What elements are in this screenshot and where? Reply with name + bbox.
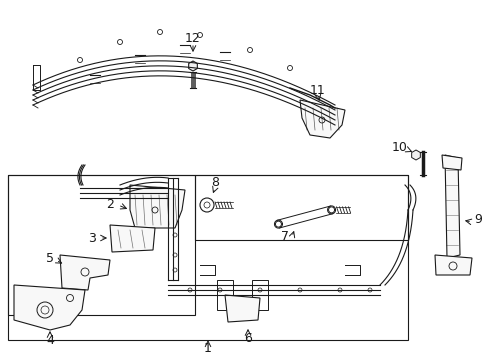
Polygon shape: [110, 225, 155, 252]
Text: 5: 5: [46, 252, 54, 265]
Polygon shape: [130, 185, 184, 228]
Text: 4: 4: [46, 333, 54, 346]
Polygon shape: [444, 155, 459, 258]
Bar: [8, 175, 195, 315]
Text: 8: 8: [210, 176, 219, 189]
Text: 11: 11: [309, 84, 325, 96]
Text: 12: 12: [185, 31, 201, 45]
Polygon shape: [411, 150, 420, 160]
Text: 3: 3: [88, 231, 96, 244]
Text: 10: 10: [391, 141, 407, 154]
Polygon shape: [224, 295, 260, 322]
Polygon shape: [434, 255, 471, 275]
Text: 6: 6: [244, 332, 251, 345]
Text: 1: 1: [203, 342, 211, 355]
Text: 2: 2: [106, 198, 114, 211]
Bar: [195, 175, 407, 240]
Polygon shape: [299, 100, 345, 138]
Text: 7: 7: [281, 230, 288, 243]
Polygon shape: [14, 285, 85, 330]
Polygon shape: [60, 255, 110, 290]
Polygon shape: [188, 61, 197, 71]
Bar: [8, 175, 407, 340]
Text: 9: 9: [473, 213, 481, 226]
Polygon shape: [441, 155, 461, 170]
